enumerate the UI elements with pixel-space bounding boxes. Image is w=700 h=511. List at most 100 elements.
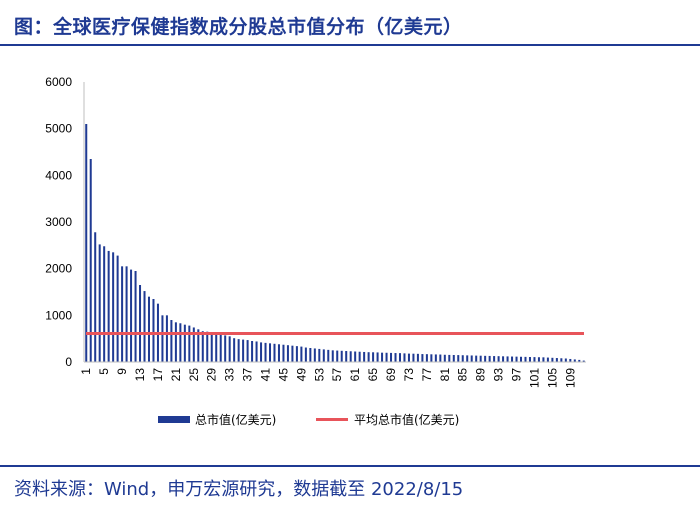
bar [528,357,531,362]
bar [228,336,231,362]
x-tick-label: 89 [474,368,488,382]
bar [511,356,514,362]
bar [533,357,536,362]
bar [251,341,254,362]
bar [578,359,581,362]
bar [183,324,186,362]
bar [479,355,482,362]
bar [233,338,236,362]
bar [242,339,245,362]
x-tick-label: 61 [348,368,362,382]
y-tick-label: 5000 [45,122,72,136]
bar [564,358,567,362]
x-tick-label: 1 [79,368,93,375]
bar-series [85,124,585,362]
bar [201,331,204,362]
x-axis: 1 5 9 13 17 21 25 29 33 37 41 45 49 53 57 61 65 69 73 77 81 8… [79,368,577,388]
bar [112,252,115,362]
bar [260,342,263,362]
bar [488,355,491,362]
title-divider [0,44,700,46]
bar [363,351,366,362]
bar [273,343,276,362]
bar [551,357,554,362]
bar [569,358,572,362]
x-tick-label: 25 [187,368,201,382]
y-tick-label: 4000 [45,168,72,182]
bar [143,291,146,362]
bar [210,333,213,362]
bar [318,348,321,362]
bar [94,232,97,362]
bar [407,353,410,362]
bar [192,327,195,362]
chart-title: 图：全球医疗保健指数成分股总市值分布（亿美元） [14,16,463,38]
bar [300,346,303,362]
bar [349,351,352,362]
bar [282,344,285,362]
bar [219,334,222,362]
y-tick-label: 1000 [45,308,72,322]
bar [376,352,379,362]
bar [107,250,110,362]
bar [161,315,164,362]
x-tick-label: 101 [527,368,541,388]
y-tick-label: 2000 [45,262,72,276]
bar [425,354,428,362]
bar [546,357,549,362]
bar [130,269,133,362]
bar [286,345,289,362]
bar [340,350,343,362]
bar [524,356,527,362]
x-tick-label: 77 [420,368,434,382]
bar [457,355,460,362]
bar [345,351,348,362]
bar [89,159,92,362]
x-tick-label: 29 [205,368,219,382]
bar [255,341,258,362]
bar [448,354,451,362]
bar [269,343,272,362]
chart: 0 1000 2000 3000 4000 5000 6000 1 5 9 13 17 21 25 29 3… [45,75,586,427]
bar [206,331,209,362]
legend-label-bar: 总市值(亿美元) [195,412,276,427]
y-tick-label: 3000 [45,215,72,229]
bar [555,358,558,362]
x-tick-label: 13 [133,368,147,382]
bar [179,323,182,362]
x-tick-label: 5 [97,368,111,375]
bar [421,354,424,362]
bar [573,359,576,362]
bar [470,355,473,362]
bar [313,348,316,362]
bar [461,355,464,362]
x-tick-label: 21 [169,368,183,382]
bar [170,320,173,362]
bar [502,356,505,362]
bar [295,346,298,362]
bar [237,339,240,362]
x-tick-label: 73 [402,368,416,382]
bar [475,355,478,362]
source-note: 资料来源：Wind，申万宏源研究，数据截至 2022/8/15 [14,479,464,500]
bar [354,351,357,362]
bar [291,345,294,362]
bar [403,353,406,362]
bar [560,358,563,362]
x-tick-label: 105 [545,368,559,388]
bar [246,340,249,362]
x-tick-label: 53 [312,368,326,382]
bar [165,315,168,362]
source-divider [0,465,700,467]
bar [484,355,487,362]
y-tick-label: 0 [65,355,72,369]
x-tick-label: 97 [510,368,524,382]
bar [430,354,433,362]
y-tick-label: 6000 [45,75,72,89]
bar [277,344,280,362]
bar [497,356,500,362]
x-tick-label: 57 [330,368,344,382]
bar [542,357,545,362]
bar [506,356,509,362]
bar [520,356,523,362]
